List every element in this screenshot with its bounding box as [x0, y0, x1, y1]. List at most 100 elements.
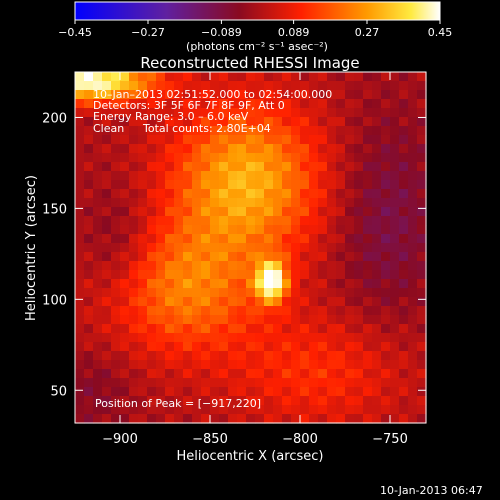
heatmap-cell	[363, 99, 373, 109]
heatmap-cell	[255, 288, 265, 298]
heatmap-cell	[390, 378, 400, 388]
heatmap-cell	[282, 279, 292, 289]
heatmap-cell	[273, 108, 283, 118]
heatmap-cell	[165, 297, 175, 307]
heatmap-cell	[354, 396, 364, 406]
heatmap-cell	[120, 333, 130, 343]
heatmap-cell	[93, 144, 103, 154]
heatmap-cell	[345, 306, 355, 316]
heatmap-cell	[408, 180, 418, 190]
heatmap-cell	[120, 108, 130, 118]
heatmap-cell	[93, 279, 103, 289]
heatmap-cell	[147, 90, 157, 100]
heatmap-cell	[75, 135, 85, 145]
heatmap-cell	[147, 261, 157, 271]
heatmap-cell	[111, 153, 121, 163]
heatmap-cell	[318, 225, 328, 235]
heatmap-cell	[165, 342, 175, 352]
heatmap-cell	[318, 270, 328, 280]
heatmap-cell	[291, 414, 301, 424]
heatmap-cell	[183, 189, 193, 199]
heatmap-cell	[255, 270, 265, 280]
heatmap-cell	[165, 378, 175, 388]
heatmap-cell	[93, 117, 103, 127]
heatmap-cell	[291, 297, 301, 307]
heatmap-cell	[201, 108, 211, 118]
heatmap-cell	[318, 207, 328, 217]
heatmap-cell	[138, 243, 148, 253]
heatmap-cell	[399, 99, 409, 109]
heatmap-cell	[165, 360, 175, 370]
heatmap-cell	[300, 198, 310, 208]
heatmap-cell	[363, 81, 373, 91]
heatmap-cell	[345, 405, 355, 415]
heatmap-cell	[120, 162, 130, 172]
heatmap-cell	[183, 207, 193, 217]
heatmap-cell	[165, 207, 175, 217]
heatmap-cell	[246, 180, 256, 190]
heatmap-cell	[192, 387, 202, 397]
heatmap-cell	[75, 81, 85, 91]
heatmap-cell	[84, 279, 94, 289]
heatmap-cell	[183, 162, 193, 172]
heatmap-cell	[93, 234, 103, 244]
heatmap-cell	[210, 198, 220, 208]
heatmap-cell	[273, 405, 283, 415]
heatmap-cell	[327, 243, 337, 253]
heatmap-cell	[327, 117, 337, 127]
heatmap-cell	[408, 414, 418, 424]
heatmap-cell	[84, 234, 94, 244]
heatmap-cell	[138, 234, 148, 244]
heatmap-cell	[318, 360, 328, 370]
heatmap-cell	[291, 225, 301, 235]
heatmap-cell	[300, 342, 310, 352]
heatmap-cell	[363, 306, 373, 316]
heatmap-cell	[120, 117, 130, 127]
heatmap-cell	[282, 378, 292, 388]
heatmap-cell	[381, 144, 391, 154]
heatmap-cell	[102, 117, 112, 127]
heatmap-cell	[192, 414, 202, 424]
heatmap-cell	[309, 90, 319, 100]
heatmap-cell	[111, 171, 121, 181]
heatmap-cell	[408, 117, 418, 127]
heatmap-cell	[273, 162, 283, 172]
heatmap-cell	[381, 369, 391, 379]
heatmap-cell	[354, 387, 364, 397]
heatmap-cell	[120, 144, 130, 154]
heatmap-cell	[354, 414, 364, 424]
heatmap-cell	[273, 171, 283, 181]
heatmap-cell	[111, 252, 121, 262]
heatmap-cell	[291, 288, 301, 298]
heatmap-cell	[327, 270, 337, 280]
heatmap-cell	[75, 243, 85, 253]
heatmap-cell	[336, 153, 346, 163]
x-tick-label: −750	[372, 432, 408, 447]
heatmap-cell	[264, 279, 274, 289]
heatmap-cell	[264, 333, 274, 343]
heatmap-cell	[75, 99, 85, 109]
heatmap-cell	[75, 225, 85, 235]
heatmap-cell	[345, 315, 355, 325]
heatmap-cell	[309, 81, 319, 91]
heatmap-cell	[417, 342, 427, 352]
heatmap-cell	[183, 351, 193, 361]
heatmap-cell	[75, 207, 85, 217]
heatmap-cell	[255, 405, 265, 415]
heatmap-cell	[237, 252, 247, 262]
heatmap-cell	[84, 135, 94, 145]
heatmap-cell	[183, 198, 193, 208]
heatmap-cell	[399, 270, 409, 280]
heatmap-cell	[246, 162, 256, 172]
heatmap-cell	[354, 306, 364, 316]
heatmap-cell	[183, 225, 193, 235]
heatmap-cell	[417, 198, 427, 208]
heatmap-cell	[192, 378, 202, 388]
heatmap-cell	[219, 99, 229, 109]
heatmap-cell	[102, 171, 112, 181]
heatmap-cell	[138, 405, 148, 415]
heatmap-cell	[372, 180, 382, 190]
heatmap-cell	[345, 324, 355, 334]
heatmap-cell	[201, 252, 211, 262]
